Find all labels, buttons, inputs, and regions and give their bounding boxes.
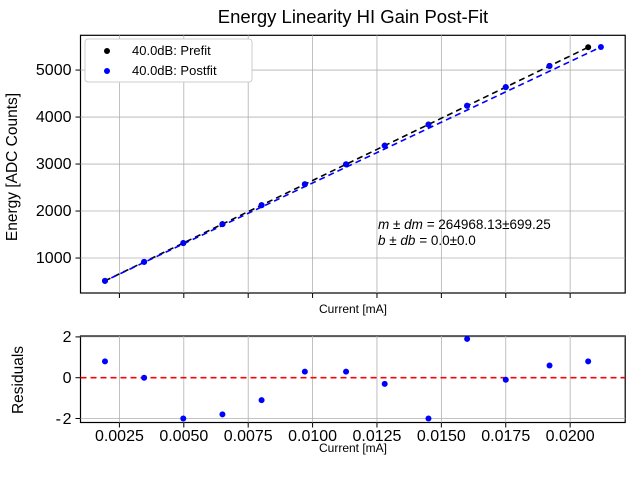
svg-text:0.0175: 0.0175 xyxy=(481,428,530,445)
svg-text:Residuals: Residuals xyxy=(10,346,27,414)
svg-text:0.0025: 0.0025 xyxy=(95,428,144,445)
svg-text:40.0dB: Prefit: 40.0dB: Prefit xyxy=(132,43,211,58)
svg-text:1000: 1000 xyxy=(36,250,72,267)
svg-text:0.0150: 0.0150 xyxy=(417,428,466,445)
svg-text:2: 2 xyxy=(63,329,72,346)
svg-text:40.0dB: Postfit: 40.0dB: Postfit xyxy=(132,63,217,78)
svg-text:Energy [ADC Counts]: Energy [ADC Counts] xyxy=(4,93,21,241)
svg-text:5000: 5000 xyxy=(36,62,72,79)
svg-text:m ± dm = 264968.13±699.25: m ± dm = 264968.13±699.25 xyxy=(378,217,551,232)
svg-text:Energy Linearity HI Gain Post-: Energy Linearity HI Gain Post-Fit xyxy=(218,6,488,27)
svg-text:0.0075: 0.0075 xyxy=(224,428,273,445)
svg-text:Current [mA]: Current [mA] xyxy=(319,441,387,455)
svg-text:0: 0 xyxy=(63,370,72,387)
svg-text:b ± db = 0.0±0.0: b ± db = 0.0±0.0 xyxy=(378,233,476,248)
svg-text:0.0050: 0.0050 xyxy=(159,428,208,445)
svg-text:Current [mA]: Current [mA] xyxy=(319,302,387,316)
svg-text:2000: 2000 xyxy=(36,203,72,220)
svg-text:0.0200: 0.0200 xyxy=(546,428,595,445)
svg-text:3000: 3000 xyxy=(36,156,72,173)
svg-text:2: 2 xyxy=(63,411,72,428)
svg-text:-: - xyxy=(56,411,61,428)
svg-text:4000: 4000 xyxy=(36,109,72,126)
